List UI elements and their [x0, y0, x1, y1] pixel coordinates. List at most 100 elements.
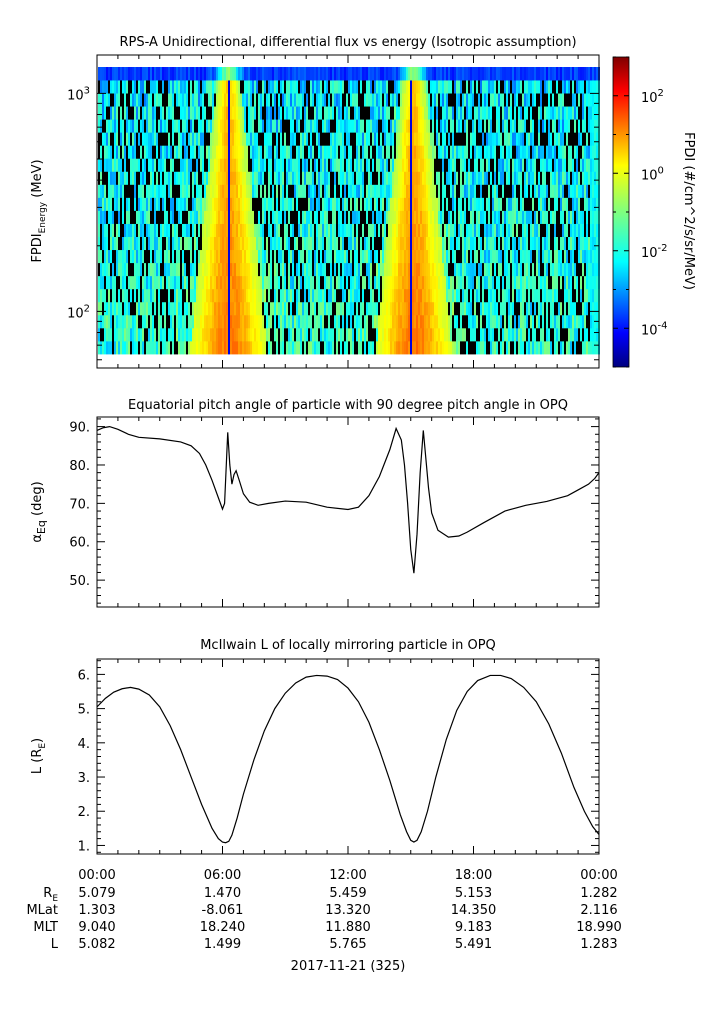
spectrogram-cell	[200, 93, 202, 107]
spectrogram-cell	[412, 119, 414, 133]
spectrogram-cell	[196, 132, 198, 146]
spectrogram-cell	[328, 184, 330, 198]
spectrogram-cell	[132, 184, 134, 198]
spectrogram-cell	[270, 184, 272, 198]
spectrogram-cell	[452, 301, 454, 316]
spectrogram-cell	[182, 158, 184, 172]
spectrogram-cell	[338, 184, 340, 198]
spectrogram-cell	[496, 327, 498, 342]
spectrogram-cell	[344, 132, 346, 146]
spectrogram-cell	[112, 145, 114, 159]
spectrogram-cell	[110, 119, 112, 133]
spectrogram-cell	[160, 119, 162, 133]
spectrogram-cell	[164, 171, 166, 185]
spectrogram-cell	[518, 145, 520, 159]
spectrogram-cell	[250, 171, 252, 185]
spectrogram-cell	[206, 275, 208, 290]
spectrogram-cell	[436, 106, 438, 120]
spectrogram-cell	[170, 93, 172, 107]
spectrogram-cell	[108, 288, 110, 303]
spectrogram-cell	[180, 288, 182, 303]
spectrogram-cell	[332, 275, 334, 290]
spectrogram-cell	[514, 119, 516, 133]
spectrogram-cell	[346, 158, 348, 172]
spectrogram-cell	[434, 145, 436, 159]
spectrogram-cell	[546, 301, 548, 316]
spectrogram-cell	[148, 340, 150, 355]
spectrogram-cell	[344, 145, 346, 159]
spectrogram-cell	[348, 93, 350, 107]
spectrogram-cell	[212, 340, 214, 355]
spectrogram-cell	[222, 223, 224, 237]
spectrogram-cell	[174, 236, 176, 251]
spectrogram-cell	[266, 236, 268, 251]
spectrogram-cell	[456, 145, 458, 159]
spectrogram-cell	[538, 171, 540, 185]
spectrogram-cell	[404, 145, 406, 159]
spectrogram-cell	[378, 327, 380, 342]
spectrogram-cell	[258, 210, 260, 224]
spectrogram-cell	[288, 145, 290, 159]
spectrogram-cell	[522, 288, 524, 303]
spectrogram-cell	[112, 210, 114, 224]
spectrogram-cell	[214, 80, 216, 94]
spectrogram-cell	[176, 288, 178, 303]
spectrogram-cell	[382, 158, 384, 172]
spectrogram-cell	[280, 197, 282, 211]
spectrogram-cell	[442, 288, 444, 303]
spectrogram-cell	[372, 197, 374, 211]
spectrogram-cell	[164, 223, 166, 237]
spectrogram-cell	[112, 236, 114, 251]
spectrogram-cell	[320, 262, 322, 277]
spectrogram-cell	[444, 301, 446, 316]
spectrogram-cell	[510, 80, 512, 94]
spectrogram-cell	[522, 158, 524, 172]
spectrogram-cell	[448, 106, 450, 120]
spectrogram-cell	[458, 145, 460, 159]
spectrogram-cell	[136, 80, 138, 94]
spectrogram-cell	[210, 223, 212, 237]
spectrogram-cell	[218, 106, 220, 120]
spectrogram-cell	[248, 301, 250, 316]
spectrogram-cell	[300, 93, 302, 107]
spectrogram-cell	[212, 171, 214, 185]
spectrogram-cell	[538, 288, 540, 303]
spectrogram-cell	[192, 119, 194, 133]
spectrogram-cell	[384, 197, 386, 211]
spectrogram-cell	[116, 93, 118, 107]
spectrogram-cell	[418, 132, 420, 146]
spectrogram-cell	[426, 158, 428, 172]
spectrogram-cell	[542, 145, 544, 159]
spectrogram-title: RPS-A Unidirectional, differential flux …	[119, 35, 576, 50]
spectrogram-cell	[216, 184, 218, 198]
spectrogram-cell	[298, 275, 300, 290]
spectrogram-cell	[98, 236, 100, 251]
spectrogram-cell	[512, 249, 514, 264]
spectrogram-cell	[386, 67, 388, 81]
spectrogram-cell	[120, 197, 122, 211]
spectrogram-cell	[232, 223, 234, 237]
spectrogram-cell	[268, 301, 270, 316]
spectrogram-cell	[384, 145, 386, 159]
spectrogram-cell	[428, 275, 430, 290]
spectrogram-cell	[454, 340, 456, 355]
spectrogram-cell	[218, 301, 220, 316]
spectrogram-cell	[434, 158, 436, 172]
spectrogram-cell	[520, 223, 522, 237]
spectrogram-cell	[544, 275, 546, 290]
spectrogram-cell	[386, 340, 388, 355]
spectrogram-cell	[446, 171, 448, 185]
spectrogram-cell	[152, 93, 154, 107]
spectrogram-cell	[260, 288, 262, 303]
spectrogram-cell	[192, 288, 194, 303]
spectrogram-cell	[120, 145, 122, 159]
spectrogram-cell	[302, 145, 304, 159]
spectrogram-cell	[172, 288, 174, 303]
spectrogram-cell	[274, 236, 276, 251]
spectrogram-cell	[316, 80, 318, 94]
spectrogram-cell	[224, 275, 226, 290]
spectrogram-cell	[346, 340, 348, 355]
spectrogram-cell	[98, 249, 100, 264]
spectrogram-cell	[484, 301, 486, 316]
spectrogram-cell	[298, 236, 300, 251]
